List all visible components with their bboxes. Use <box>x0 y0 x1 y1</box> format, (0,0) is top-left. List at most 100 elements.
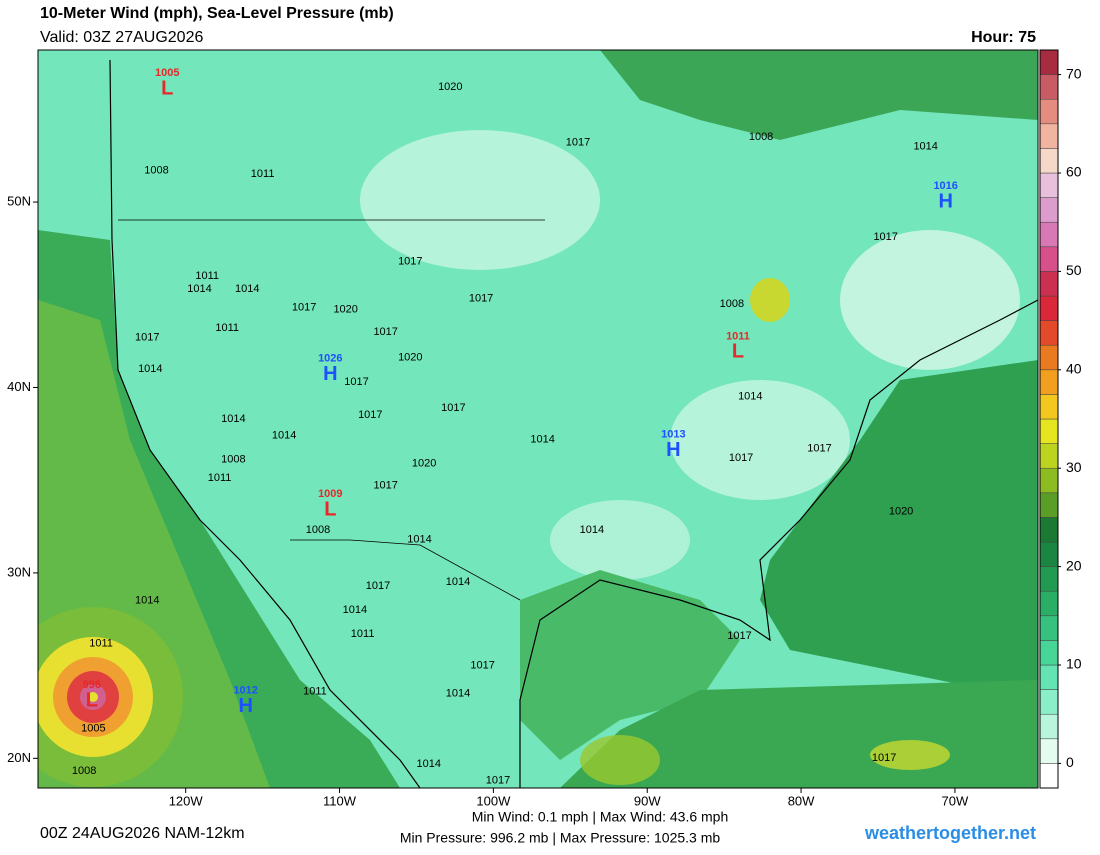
isobar-label: 1011 <box>208 472 232 484</box>
pressure-stats: Min Pressure: 996.2 mb | Max Pressure: 1… <box>400 830 721 846</box>
colorbar-band <box>1039 394 1059 420</box>
colorbar-band <box>1039 172 1059 198</box>
isobar-label: 1011 <box>251 168 275 180</box>
map-field <box>38 50 1038 788</box>
gulf-wind <box>520 570 740 760</box>
center-letter: L <box>732 341 744 363</box>
isobar-label: 1014 <box>530 433 554 445</box>
colorbar-band <box>1039 74 1059 100</box>
isobar-label: 1014 <box>580 524 604 536</box>
calm-area <box>670 380 850 500</box>
y-tick-label: 30N <box>7 564 31 579</box>
x-tick-label: 120W <box>169 793 204 808</box>
x-tick-label: 100W <box>476 793 511 808</box>
colorbar-band <box>1039 221 1059 248</box>
colorbar-band <box>1039 467 1059 494</box>
colorbar-band <box>1039 517 1059 543</box>
isobar-label: 1017 <box>373 480 397 492</box>
isobar-label: 1017 <box>486 774 510 786</box>
colorbar-band <box>1039 590 1059 617</box>
colorbar-tick-label: 60 <box>1066 164 1082 180</box>
isobar-label: 1020 <box>333 304 357 316</box>
isobar-label: 1017 <box>344 376 368 388</box>
atlantic-wind <box>760 360 1038 700</box>
center-letter: H <box>666 439 680 461</box>
isobar-label: 1014 <box>135 595 159 607</box>
colorbar-band <box>1039 295 1059 321</box>
isobar-label: 1014 <box>738 391 762 403</box>
colorbar-band <box>1039 197 1059 223</box>
center-pressure: 1013 <box>661 429 685 441</box>
colorbar-band <box>1039 418 1059 444</box>
northern-wind <box>600 50 1038 140</box>
colorbar-band <box>1039 271 1059 297</box>
center-pressure: 1016 <box>933 180 957 192</box>
center-pressure: 996 <box>83 679 101 691</box>
isobar-label: 1014 <box>343 604 367 616</box>
isobar-label: 1017 <box>566 137 590 149</box>
isobar-label: 1014 <box>446 576 470 588</box>
center-letter: H <box>323 363 337 385</box>
x-tick-label: 90W <box>634 793 661 808</box>
center-letter: H <box>238 695 252 717</box>
isobar-label: 1011 <box>89 637 113 649</box>
x-tick-label: 80W <box>788 793 815 808</box>
calm-area <box>360 130 600 270</box>
center-pressure: 1012 <box>233 684 257 696</box>
isobar-label: 1014 <box>913 140 937 152</box>
isobar-label: 1020 <box>438 81 462 93</box>
isobar-label: 1017 <box>135 331 159 343</box>
colorbar-band <box>1039 320 1059 346</box>
isobar-label: 1008 <box>720 298 744 310</box>
isobar-label: 1008 <box>221 454 245 466</box>
colorbar-band <box>1039 640 1059 666</box>
colorbar-band <box>1039 443 1059 469</box>
wind-max <box>870 740 950 770</box>
isobar-label: 1008 <box>72 765 96 777</box>
isobar-label: 1017 <box>441 402 465 414</box>
colorbar-band <box>1039 246 1059 272</box>
y-tick-label: 20N <box>7 750 31 765</box>
isobar-label: 1017 <box>729 452 753 464</box>
isobar-label: 1017 <box>358 409 382 421</box>
center-letter: L <box>86 689 98 711</box>
isobar-label: 1014 <box>446 687 470 699</box>
y-tick-label: 50N <box>7 193 31 208</box>
colorbar-band <box>1039 344 1059 371</box>
colorbar-band <box>1039 615 1059 641</box>
model-run: 00Z 24AUG2026 NAM-12km <box>40 825 245 842</box>
coastline <box>109 59 1038 788</box>
colorbar-tick-label: 40 <box>1066 361 1082 377</box>
x-tick-label: 110W <box>323 793 357 808</box>
colorbar-tick-label: 70 <box>1066 65 1082 81</box>
isobar-label: 1017 <box>470 660 494 672</box>
isobar-label: 1020 <box>398 352 422 364</box>
isobar-label: 1017 <box>727 630 751 642</box>
isobar-label: 1014 <box>272 430 296 442</box>
title: 10-Meter Wind (mph), Sea-Level Pressure … <box>40 5 394 22</box>
isobar-label: 1008 <box>306 524 330 536</box>
isobar-label: 1005 <box>81 723 105 735</box>
colorbar-band <box>1039 713 1059 740</box>
colorbar-band <box>1039 738 1059 764</box>
map-frame <box>37 49 1039 789</box>
isobar-label: 1017 <box>873 231 897 243</box>
wind-stats: Min Wind: 0.1 mph | Max Wind: 43.6 mph <box>472 809 729 825</box>
isobar-label: 1008 <box>144 164 168 176</box>
isobar-label: 1014 <box>221 413 245 425</box>
forecast-hour: Hour: 75 <box>971 29 1036 46</box>
colorbar-tick-label: 20 <box>1066 557 1082 573</box>
site-name: weathertogether.net <box>864 823 1036 843</box>
wind-max <box>750 278 790 322</box>
valid-time: Valid: 03Z 27AUG2026 <box>40 29 203 46</box>
isobar-label: 1017 <box>373 326 397 338</box>
isobar-label: 1014 <box>417 758 441 770</box>
isobar-label: 1014 <box>407 533 431 545</box>
colorbar-band <box>1039 123 1059 149</box>
isobar-label: 1017 <box>398 255 422 267</box>
colorbar-band <box>1039 492 1059 518</box>
colorbar-band <box>1039 689 1059 715</box>
center-letter: L <box>324 498 336 520</box>
isobar-label: 1017 <box>292 302 316 314</box>
